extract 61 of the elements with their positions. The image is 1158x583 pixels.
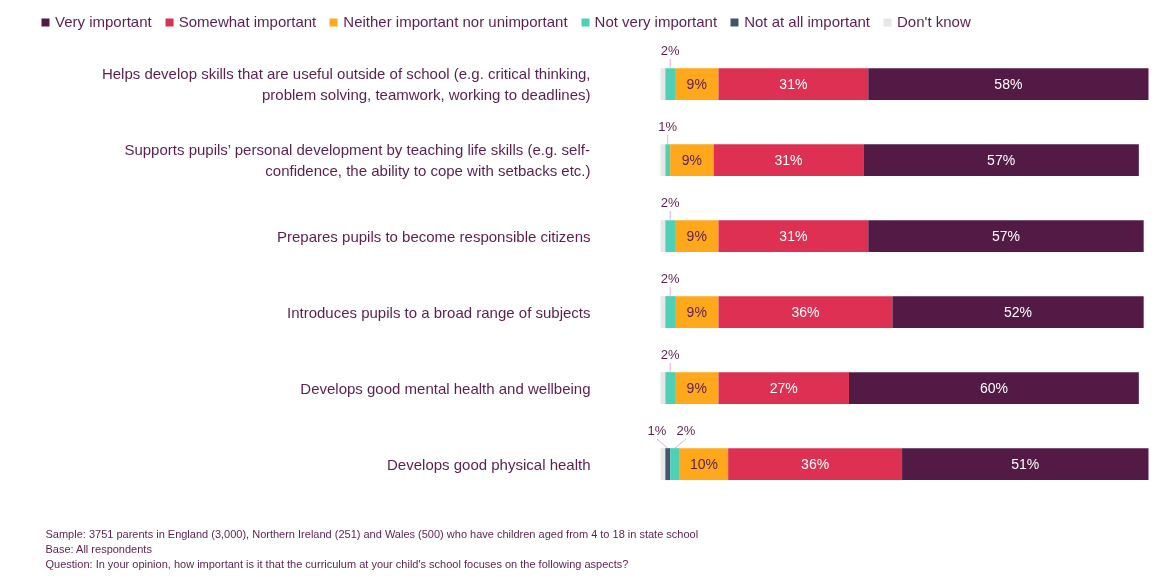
data-label: 9%	[686, 76, 707, 93]
data-label: 2%	[660, 43, 680, 59]
legend-label: Don't know	[897, 13, 971, 30]
legend-label: Not very important	[594, 13, 718, 30]
bar	[665, 372, 675, 405]
bar	[665, 296, 675, 329]
y-tick-label: Helps develop skills that are useful outside of school (e.g. critical thinking, problem solving, teamwork, working to deadlines)	[101, 64, 591, 104]
data-label: 1%	[658, 119, 678, 135]
bar	[868, 220, 1144, 253]
bar	[902, 448, 1149, 481]
bar	[718, 68, 869, 101]
bar	[718, 372, 849, 405]
bar	[713, 144, 864, 177]
bar	[728, 448, 903, 481]
bar	[718, 220, 869, 253]
data-label: 31%	[779, 228, 808, 245]
bar	[665, 220, 675, 253]
y-tick-label: Prepares pupils to become responsible citizens	[277, 227, 591, 245]
text: Base: All respondents	[45, 542, 153, 555]
bar	[670, 448, 680, 481]
data-label: 57%	[991, 228, 1020, 245]
bar	[892, 296, 1144, 329]
y-tick-label: Introduces pupils to a broad range of subjects	[286, 303, 591, 321]
y-tick-label: Develops good physical health	[387, 455, 591, 473]
bar	[665, 448, 671, 481]
text: Sample: 3751 parents in England (3,000), Northern Ireland (251) and Wales (500) who have children aged from 4 to 18 in state school	[45, 527, 699, 540]
legend-label: Somewhat important	[178, 13, 317, 30]
data-label: 51%	[1011, 456, 1040, 473]
bar	[679, 448, 729, 481]
bar	[848, 372, 1139, 405]
data-label: 31%	[774, 152, 803, 169]
data-label: 9%	[681, 152, 703, 169]
bar	[718, 296, 893, 329]
bar	[670, 144, 714, 177]
data-label: 10%	[689, 456, 719, 473]
text: Question: In your opinion, how important is it that the curriculum at your child's school focuses on the following aspects?	[45, 557, 629, 570]
data-label: 1%	[647, 423, 667, 439]
data-label: 2%	[660, 195, 680, 211]
data-label: 27%	[769, 380, 798, 397]
data-label: 60%	[979, 380, 1008, 397]
legend-label: Not at all important	[744, 13, 871, 30]
data-label: 52%	[1004, 304, 1033, 321]
data-label: 9%	[686, 304, 707, 321]
data-label: 31%	[779, 76, 808, 93]
y-tick-label: Supports pupils’ personal development by teaching life skills (e.g. self-confidence, the ability to cope with setbacks etc.)	[124, 140, 591, 180]
data-label: 9%	[686, 380, 707, 397]
data-label: 2%	[660, 271, 680, 287]
y-tick-label: Develops good mental health and wellbeing	[300, 379, 591, 397]
legend-label: Very important	[55, 13, 152, 30]
data-label: 2%	[676, 423, 696, 439]
data-label: 58%	[994, 76, 1023, 93]
data-label: 9%	[686, 228, 707, 245]
data-label: 36%	[791, 304, 820, 321]
bar	[863, 144, 1139, 177]
data-label: 57%	[987, 152, 1016, 169]
legend-label: Neither important nor unimportant	[343, 13, 568, 30]
bar	[665, 144, 671, 177]
data-label: 2%	[660, 347, 680, 363]
bar	[868, 68, 1149, 101]
data-label: 36%	[801, 456, 830, 473]
bar	[665, 68, 675, 101]
